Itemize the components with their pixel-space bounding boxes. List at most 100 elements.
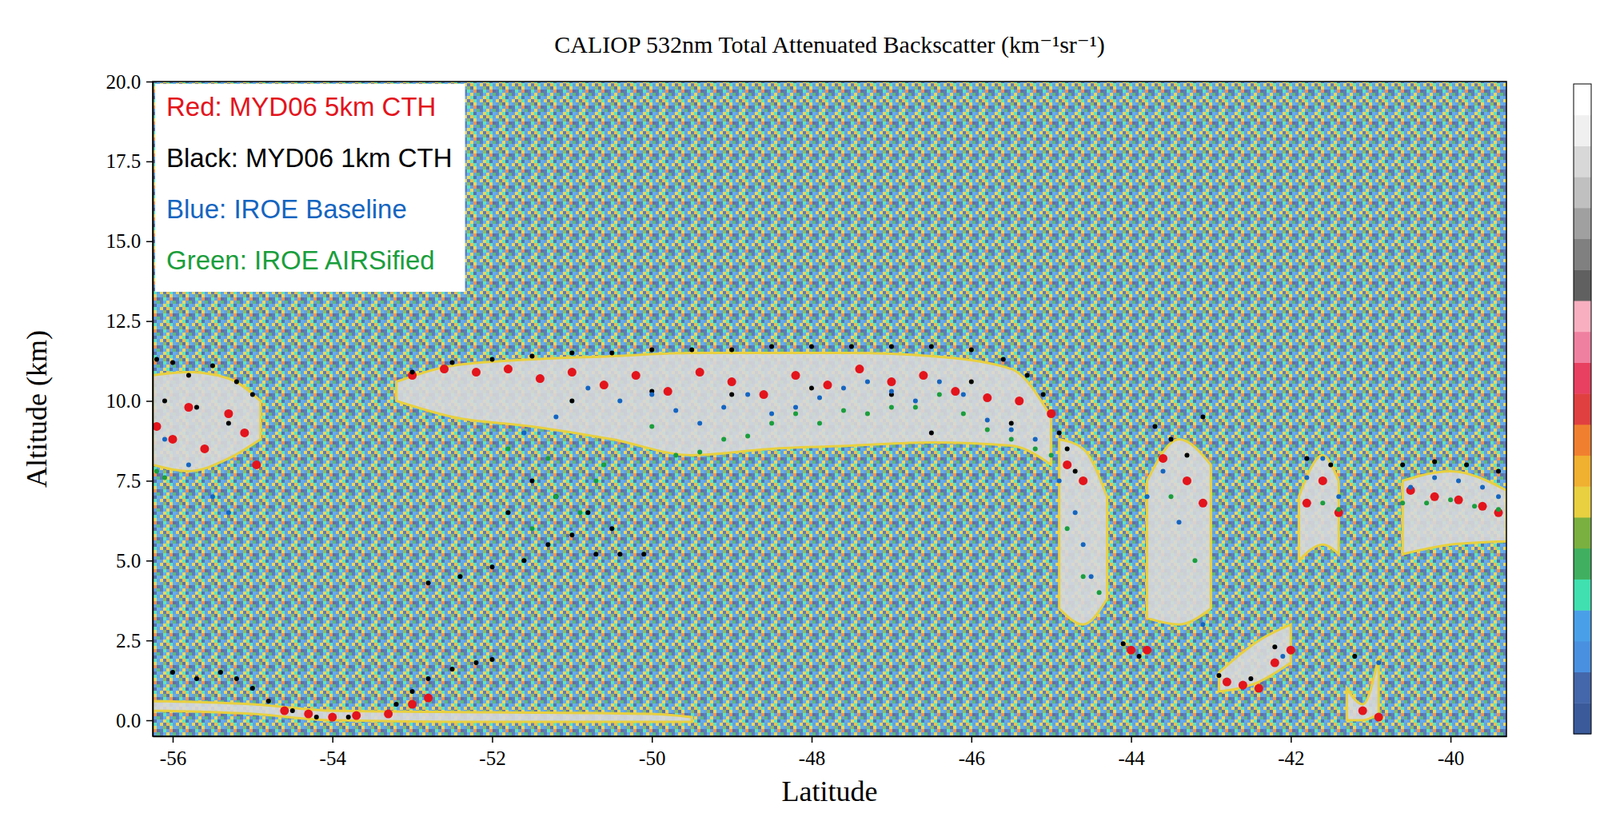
- data-point: [553, 494, 559, 499]
- tick-label: 20.0: [106, 71, 142, 93]
- data-point: [529, 354, 535, 360]
- tick-label: -56: [159, 747, 187, 770]
- data-point: [194, 676, 200, 682]
- data-point: [251, 460, 261, 470]
- tick-mark: [146, 640, 153, 643]
- data-point: [529, 478, 535, 483]
- data-point: [985, 417, 990, 423]
- data-point: [1320, 455, 1325, 461]
- data-point: [407, 700, 417, 710]
- data-point: [1358, 706, 1368, 716]
- data-point: [1496, 506, 1501, 512]
- data-point: [194, 405, 200, 411]
- colorbar-cell: [1573, 115, 1592, 147]
- data-point: [226, 420, 232, 426]
- data-point: [1062, 460, 1072, 470]
- data-point: [1400, 500, 1405, 506]
- data-point: [162, 399, 168, 404]
- legend-box: [155, 83, 466, 292]
- colorbar-cell: [1573, 207, 1592, 240]
- data-point: [649, 347, 655, 353]
- data-point: [1336, 494, 1341, 499]
- data-point: [505, 510, 511, 515]
- data-point: [167, 434, 177, 444]
- data-point: [769, 410, 775, 416]
- tick: 12.5: [106, 310, 154, 332]
- tick: -40: [1437, 736, 1465, 770]
- tick: 0.0: [115, 710, 153, 732]
- data-point: [1248, 676, 1253, 682]
- data-point: [1270, 658, 1280, 668]
- data-point: [489, 657, 495, 663]
- data-point: [1158, 454, 1168, 463]
- cloud-feature: [1298, 454, 1339, 561]
- data-point: [697, 420, 703, 426]
- data-point: [1121, 641, 1126, 647]
- data-point: [1198, 498, 1208, 508]
- data-point: [729, 392, 735, 398]
- data-point: [567, 367, 577, 377]
- data-point: [1161, 468, 1166, 474]
- data-point: [426, 580, 431, 586]
- data-point: [1153, 423, 1158, 429]
- data-point: [961, 410, 966, 416]
- data-point: [529, 526, 535, 531]
- tick-label: 7.5: [115, 470, 141, 492]
- data-point: [1454, 495, 1464, 505]
- cloud-feature: [1402, 470, 1507, 555]
- legend-entry: Green: IROE AIRSified: [166, 245, 435, 276]
- data-point: [1464, 462, 1469, 467]
- tick: -44: [1117, 736, 1146, 770]
- data-point: [641, 551, 647, 557]
- data-point: [234, 379, 240, 385]
- cloud-feature: [1346, 656, 1379, 721]
- data-point: [1432, 458, 1437, 464]
- data-point: [793, 410, 799, 416]
- tick-label: 10.0: [106, 390, 142, 412]
- colorbar-cell: [1573, 610, 1592, 642]
- data-point: [1033, 436, 1038, 442]
- series-points: [154, 392, 1501, 596]
- data-point: [649, 392, 655, 398]
- data-point: [1057, 430, 1062, 435]
- tick-mark: [172, 736, 175, 743]
- tick: 10.0: [106, 390, 154, 412]
- data-point: [1176, 519, 1182, 525]
- tick: -56: [159, 736, 187, 770]
- data-point: [809, 386, 814, 392]
- data-point: [394, 702, 400, 707]
- data-point: [886, 377, 896, 387]
- data-point: [1238, 681, 1248, 691]
- data-point: [1182, 476, 1192, 486]
- data-point: [1097, 590, 1102, 595]
- data-point: [937, 392, 942, 398]
- data-point: [458, 574, 463, 579]
- tick-label: -52: [478, 747, 506, 770]
- data-point: [569, 532, 575, 538]
- data-point: [1073, 468, 1078, 474]
- data-point: [1478, 502, 1488, 511]
- data-point: [234, 676, 240, 682]
- colorbar: [1573, 83, 1592, 735]
- data-point: [631, 371, 641, 380]
- data-point: [1336, 506, 1341, 512]
- colorbar-cell: [1573, 702, 1592, 735]
- data-point: [503, 364, 513, 374]
- data-point: [1081, 574, 1086, 579]
- data-point: [474, 660, 479, 666]
- data-point: [545, 542, 551, 547]
- cloud-feature: [152, 372, 261, 472]
- cloud-feature: [1218, 624, 1291, 692]
- data-point: [1009, 426, 1014, 432]
- data-point: [929, 430, 934, 435]
- data-point: [162, 474, 168, 480]
- data-point: [1216, 673, 1221, 679]
- data-point: [1472, 503, 1477, 509]
- tick-mark: [491, 736, 494, 743]
- colorbar-cell: [1573, 578, 1592, 611]
- data-point: [585, 510, 591, 515]
- data-point: [346, 714, 352, 720]
- data-point: [1009, 436, 1014, 442]
- tick-mark: [1450, 736, 1453, 743]
- legend-entry: Blue: IROE Baseline: [166, 194, 407, 224]
